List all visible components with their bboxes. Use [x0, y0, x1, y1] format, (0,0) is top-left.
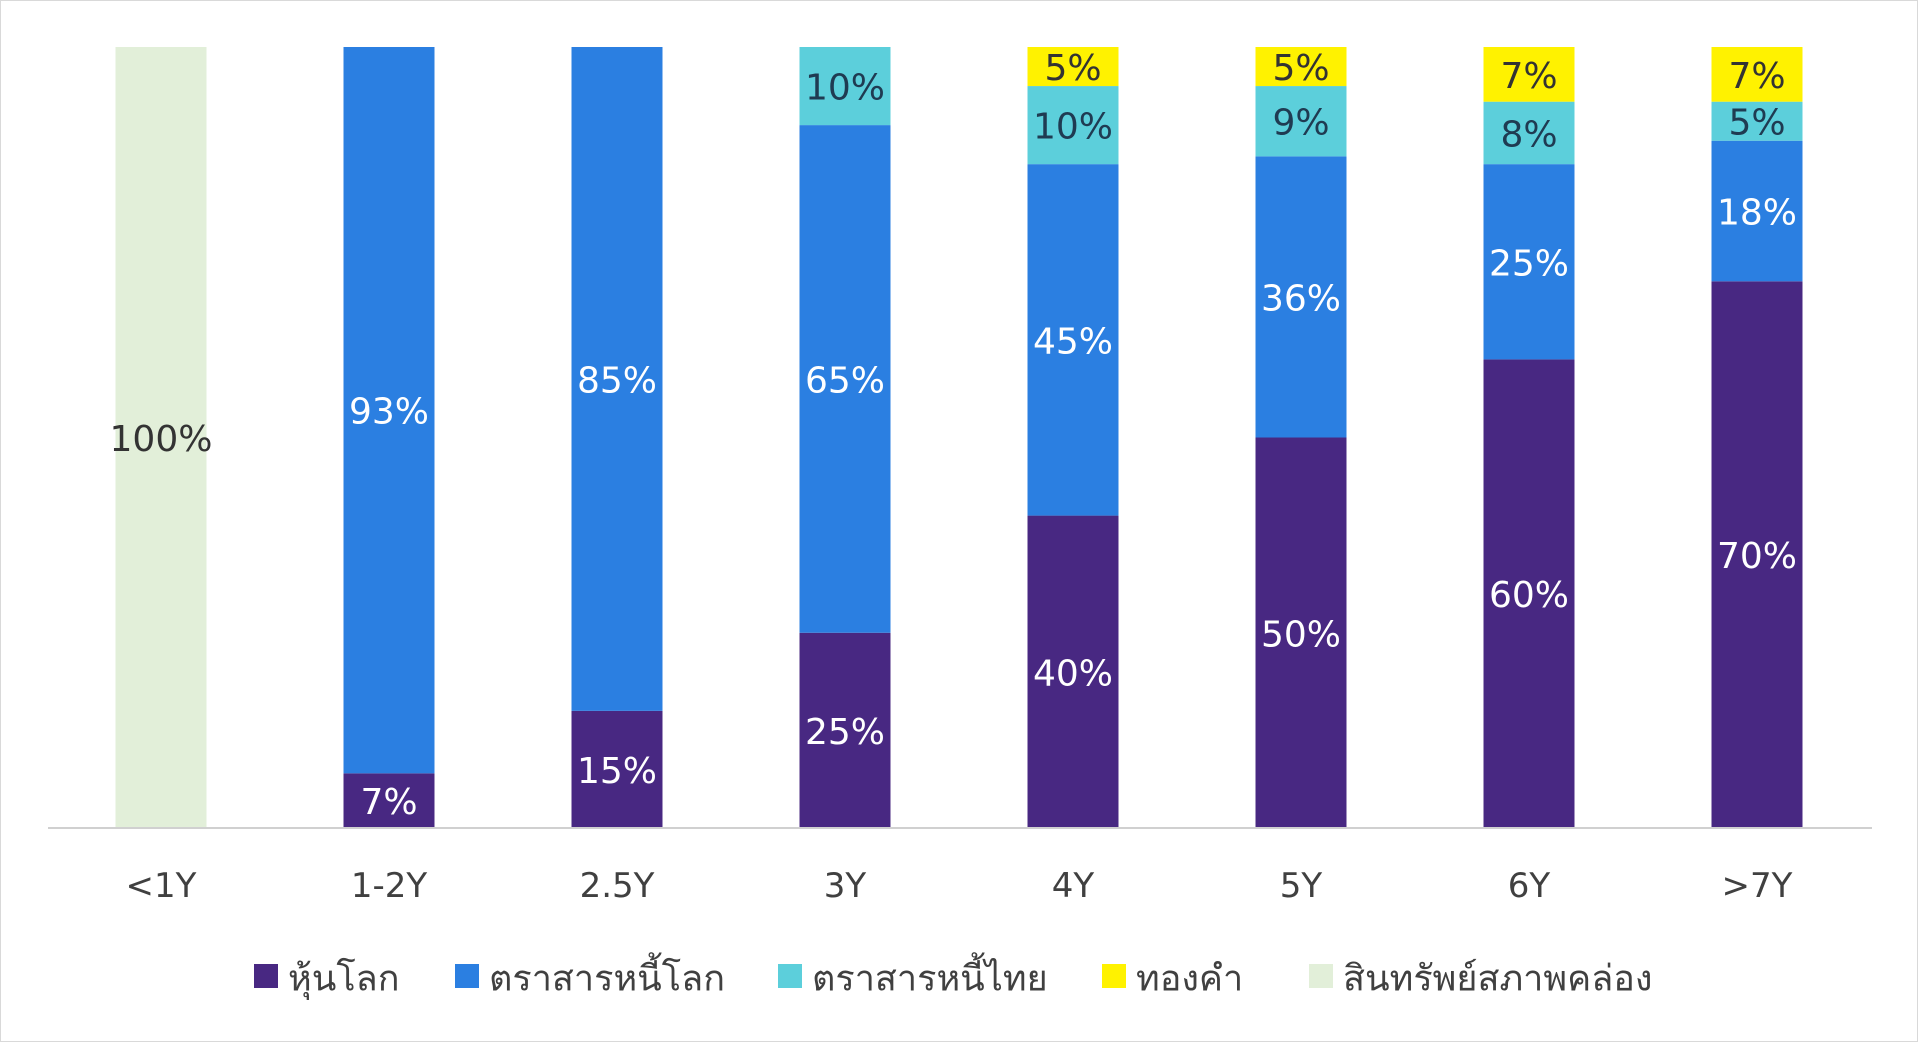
x-tick-labels-group: <1Y 1-2Y 2.5Y 3Y 4Y 5Y 6Y >7Y — [126, 866, 1793, 906]
bar-segment — [1483, 359, 1575, 828]
bar-segment — [1711, 47, 1803, 102]
bar-segment — [1483, 47, 1575, 102]
legend-swatch — [778, 964, 802, 988]
data-label: 5% — [1272, 48, 1329, 89]
legend-swatch — [1102, 964, 1126, 988]
data-label: 9% — [1272, 103, 1329, 144]
bar-segment — [1027, 164, 1119, 516]
bar-segment — [1255, 86, 1347, 157]
data-label: 10% — [805, 68, 885, 109]
bar-segment — [1027, 47, 1119, 87]
bar-segment — [1483, 164, 1575, 360]
bar-segment — [1483, 101, 1575, 165]
bar-segment — [343, 47, 435, 774]
data-label: 60% — [1489, 575, 1569, 616]
legend-label: ตราสารหนี้ไทย — [812, 952, 1048, 1000]
data-label: 45% — [1033, 321, 1113, 362]
legend-label: ตราสารหนี้โลก — [489, 952, 725, 1000]
bar-segment — [799, 632, 891, 828]
legend: หุ้นโลก ตราสารหนี้โลก ตราสารหนี้ไทย ทองคำ สิ… — [254, 952, 1652, 1001]
bar-segment — [1027, 515, 1119, 828]
bars-group — [115, 47, 1803, 828]
bar-segment — [1711, 281, 1803, 828]
x-tick-label: <1Y — [126, 866, 197, 906]
bar-segment — [1711, 140, 1803, 282]
bar-segment — [1255, 47, 1347, 87]
bar-segment — [1255, 437, 1347, 828]
legend-swatch — [1309, 964, 1333, 988]
data-label: 93% — [349, 392, 429, 433]
data-labels-group: 100% 7% 93% 15% 85% 25% 65% 10% 40% 45% 10% 5% 50% 36… — [110, 48, 1797, 823]
legend-label: สินทรัพย์สภาพคล่อง — [1343, 959, 1652, 1000]
bar-segment — [1027, 86, 1119, 165]
data-label: 7% — [1500, 56, 1557, 97]
legend-label: ทองคำ — [1136, 959, 1243, 1000]
data-label: 65% — [805, 360, 885, 401]
data-label: 70% — [1717, 536, 1797, 577]
x-tick-label: 6Y — [1508, 866, 1551, 906]
legend-swatch — [254, 964, 278, 988]
bar-segment — [115, 47, 207, 828]
bar-segment — [799, 125, 891, 633]
data-label: 18% — [1717, 193, 1797, 234]
data-label: 25% — [1489, 243, 1569, 284]
bar-segment — [343, 773, 435, 828]
bar-segment — [1711, 101, 1803, 141]
data-label: 25% — [805, 712, 885, 753]
legend-swatch — [455, 964, 479, 988]
data-label: 5% — [1728, 103, 1785, 144]
data-label: 10% — [1033, 107, 1113, 148]
data-label: 7% — [1728, 56, 1785, 97]
x-tick-label: >7Y — [1722, 866, 1793, 906]
data-label: 15% — [577, 751, 657, 792]
x-tick-label: 5Y — [1280, 866, 1323, 906]
data-label: 85% — [577, 360, 657, 401]
x-tick-label: 1-2Y — [351, 866, 428, 906]
data-label: 50% — [1261, 614, 1341, 655]
data-label: 100% — [110, 419, 213, 460]
bar-segment — [1255, 156, 1347, 438]
data-label: 36% — [1261, 278, 1341, 319]
data-label: 7% — [360, 782, 417, 823]
bar-segment — [571, 710, 663, 828]
bar-segment — [799, 47, 891, 126]
x-tick-label: 4Y — [1052, 866, 1095, 906]
x-tick-label: 3Y — [824, 866, 867, 906]
data-label: 5% — [1044, 48, 1101, 89]
legend-label: หุ้นโลก — [288, 958, 400, 1001]
x-tick-label: 2.5Y — [580, 866, 655, 906]
data-label: 8% — [1500, 114, 1557, 155]
data-label: 40% — [1033, 653, 1113, 694]
bar-segment — [571, 47, 663, 711]
